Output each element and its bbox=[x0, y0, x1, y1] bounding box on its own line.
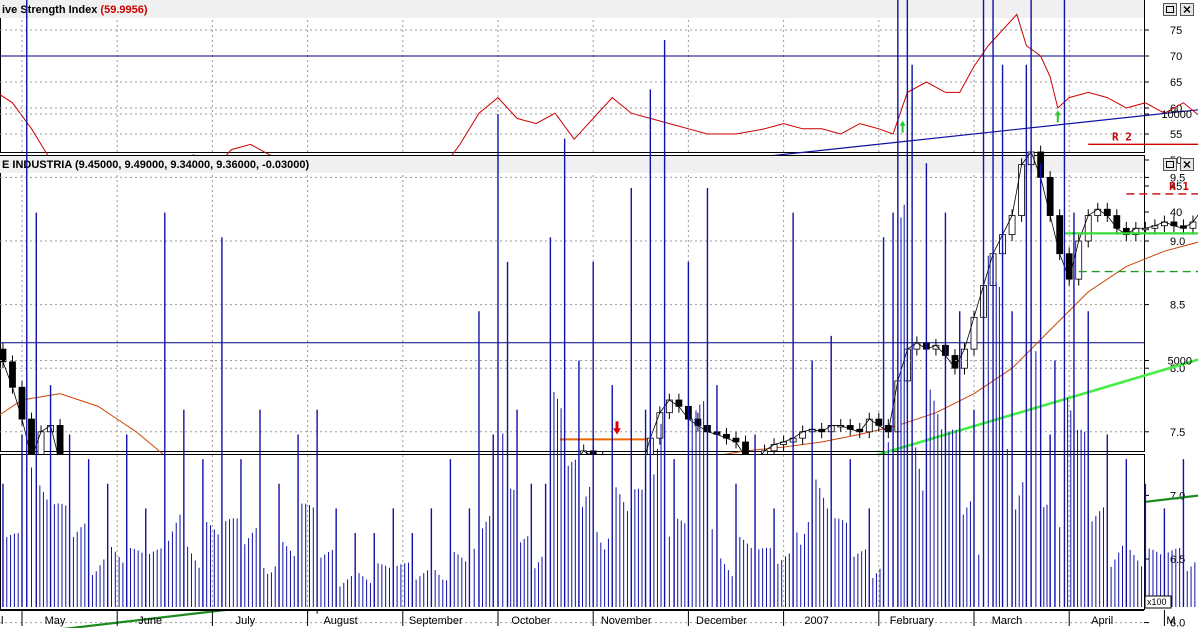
price-title-values: (9.45000, 9.49000, 9.34000, 9.36000, -0.… bbox=[75, 159, 310, 171]
price-candle-body-121 bbox=[1113, 215, 1121, 229]
rsi-close-button[interactable] bbox=[1180, 3, 1194, 16]
price-candle-body-104 bbox=[951, 355, 959, 369]
rsi-up-arrow-0 bbox=[899, 120, 906, 133]
rsi-title: ive Strength Index (59.9956) bbox=[2, 4, 148, 16]
volume-bars bbox=[2, 0, 1196, 607]
price-candle-body-8 bbox=[37, 431, 45, 458]
price-candle-body-117 bbox=[1075, 240, 1083, 280]
x-axis-label-1: June bbox=[138, 615, 162, 627]
rsi-tick-label-65: 65 bbox=[1170, 77, 1182, 89]
x-axis-label-4: September bbox=[409, 615, 463, 627]
x-axis-label-6: November bbox=[601, 615, 652, 627]
price-tick-label-7.5: 7.5 bbox=[1170, 427, 1185, 439]
price-candle-body-5 bbox=[9, 361, 16, 388]
price-tick-label-9.5: 9.5 bbox=[1170, 172, 1185, 184]
price-tick-label-8.5: 8.5 bbox=[1170, 300, 1185, 312]
rsi-title-name: ive Strength Index bbox=[2, 4, 98, 16]
price-title: E INDUSTRIA (9.45000, 9.49000, 9.34000, … bbox=[2, 159, 310, 171]
rsi-tick-label-75: 75 bbox=[1170, 25, 1182, 37]
volume-tick-label-10000: 10000 bbox=[1161, 109, 1192, 121]
x-axis-label-left-truncated: l bbox=[1, 615, 3, 627]
price-candle-body-118 bbox=[1084, 215, 1092, 242]
x-axis-label-11: April bbox=[1091, 615, 1113, 627]
restore-icon bbox=[1166, 161, 1174, 168]
rsi-up-arrow-1 bbox=[1054, 110, 1061, 123]
price-candle-body-74 bbox=[665, 399, 673, 414]
price-title-bar bbox=[0, 156, 1144, 173]
close-icon bbox=[1183, 6, 1191, 13]
price-tick-label-6.5: 6.5 bbox=[1170, 554, 1185, 566]
close-icon bbox=[1183, 161, 1191, 168]
rsi-tick-label-40: 40 bbox=[1170, 207, 1182, 219]
x-axis-label-7: December bbox=[696, 615, 747, 627]
x-axis: l May June July August September October Novemb… bbox=[0, 610, 1176, 627]
price-candle-body-105 bbox=[961, 348, 968, 369]
price-candle-body-111 bbox=[1018, 164, 1025, 216]
x-axis-label-5: October bbox=[511, 615, 550, 627]
x-axis-label-0: May bbox=[45, 615, 66, 627]
rsi-tick-label-45: 45 bbox=[1170, 181, 1182, 193]
price-level-label-r2: R 2 bbox=[1112, 130, 1132, 143]
price-panel: E INDUSTRIA (9.45000, 9.49000, 9.34000, … bbox=[0, 130, 1198, 628]
price-candle-body-106 bbox=[970, 316, 978, 350]
price-candle-body-73 bbox=[656, 412, 664, 439]
price-restore-button[interactable] bbox=[1163, 158, 1177, 171]
rsi-restore-button[interactable] bbox=[1163, 3, 1177, 16]
volume-panel: 250002000015000100005000 x100 bbox=[0, 0, 1196, 610]
price-candle-body-6 bbox=[18, 386, 26, 420]
restore-icon bbox=[1166, 6, 1174, 13]
rsi-panel: ive Strength Index (59.9956) 75706560555… bbox=[0, 0, 1198, 219]
price-candle-body-110 bbox=[1008, 215, 1016, 236]
x-axis-label-10: March bbox=[992, 615, 1023, 627]
volume-multiplier-box bbox=[1144, 595, 1172, 609]
rsi-tick-label-55: 55 bbox=[1170, 129, 1182, 141]
price-window-controls bbox=[1163, 158, 1194, 171]
rsi-restore-button-frame bbox=[1163, 3, 1177, 16]
x-axis-label-3: August bbox=[323, 615, 357, 627]
volume-axis-ticks: 250002000015000100005000 bbox=[1144, 109, 1192, 368]
price-candle-body-4 bbox=[0, 348, 7, 363]
price-candle-body-95 bbox=[865, 418, 873, 433]
volume-tick-label-5000: 5000 bbox=[1168, 356, 1192, 368]
x-axis-labels: l May June July August September October Novemb… bbox=[1, 610, 1176, 627]
rsi-tick-label-70: 70 bbox=[1170, 51, 1182, 63]
volume-multiplier-label: x100 bbox=[1147, 597, 1167, 607]
price-axis-ticks: 9.59.08.58.07.57.06.56.0 bbox=[1144, 172, 1185, 628]
price-restore-button-frame bbox=[1163, 158, 1177, 171]
price-plot-frame bbox=[0, 155, 1145, 452]
price-down-arrow bbox=[613, 421, 621, 435]
price-candle-body-116 bbox=[1065, 253, 1073, 280]
price-close-button[interactable] bbox=[1180, 158, 1194, 171]
x-axis-label-right-truncated: M bbox=[1166, 615, 1175, 627]
price-level-label-r1: R 1 bbox=[1169, 180, 1189, 193]
price-tick-label-9.0: 9.0 bbox=[1170, 236, 1185, 248]
price-title-name: E INDUSTRIA bbox=[2, 159, 72, 171]
price-tick-label-6.0: 6.0 bbox=[1170, 618, 1185, 628]
rsi-window-controls bbox=[1163, 3, 1194, 16]
x-axis-label-2: July bbox=[236, 615, 256, 627]
rsi-title-value: (59.9956) bbox=[100, 4, 147, 16]
price-candle-body-114 bbox=[1046, 176, 1054, 216]
rsi-title-bar bbox=[0, 0, 1144, 18]
price-candle-body-115 bbox=[1056, 215, 1064, 255]
rsi-plot-frame bbox=[0, 0, 1145, 153]
x-axis-label-9: February bbox=[890, 615, 935, 627]
x-axis-label-8: 2007 bbox=[804, 615, 828, 627]
